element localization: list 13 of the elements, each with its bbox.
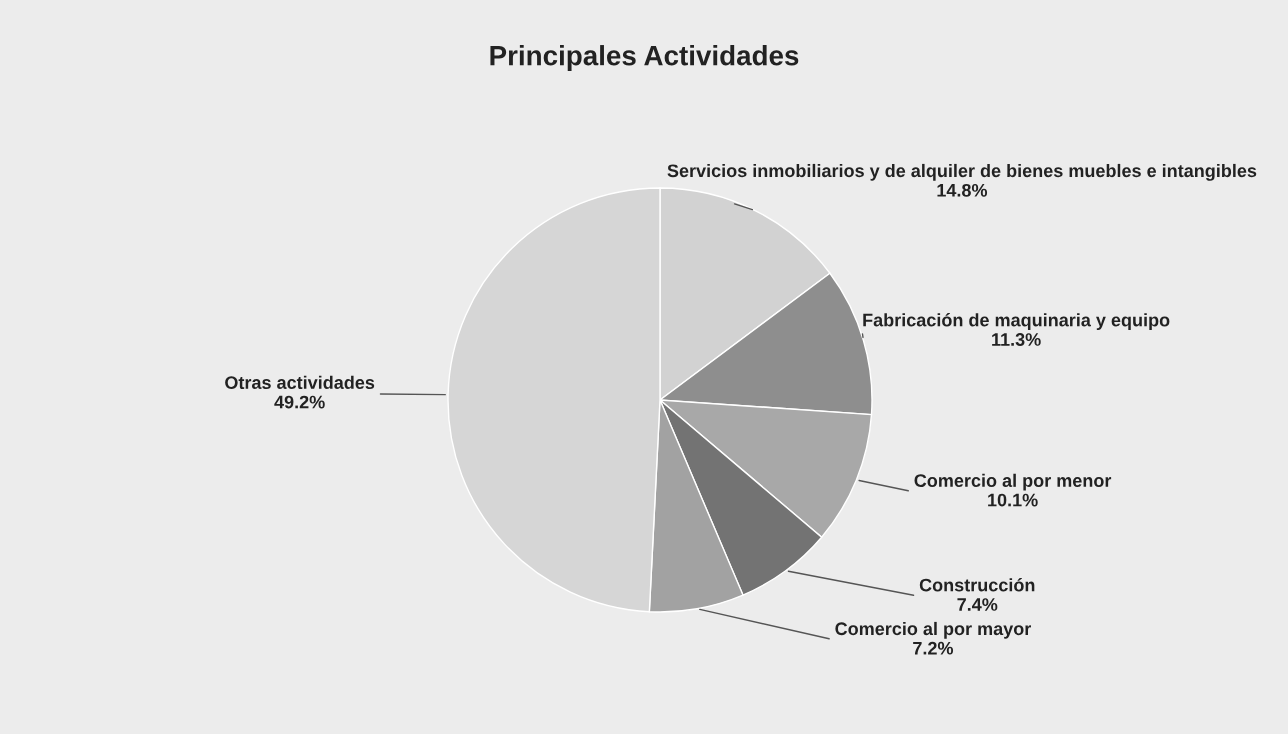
slice-label: Servicios inmobiliarios y de alquiler de bienes muebles e intangibles bbox=[667, 163, 1257, 181]
data-label: 10.1% bbox=[988, 493, 1038, 507]
data-label: 7.4% bbox=[957, 598, 998, 611]
data-label: 49.2% bbox=[274, 395, 325, 409]
data-label: 14.8% bbox=[937, 183, 988, 197]
chart-title: Principales Actividades bbox=[490, 45, 799, 71]
slice-label: Fabricación de maquinaria y equipo bbox=[863, 313, 1170, 331]
data-label: 7.2% bbox=[913, 641, 954, 655]
data-label: 11.3% bbox=[992, 333, 1041, 346]
slice-label: Comercio al por menor bbox=[914, 473, 1112, 491]
slice-label: Construcción bbox=[919, 578, 1035, 592]
slice-label: Comercio al por mayor bbox=[835, 621, 1032, 639]
slice-label: Otras actividades bbox=[225, 375, 375, 389]
